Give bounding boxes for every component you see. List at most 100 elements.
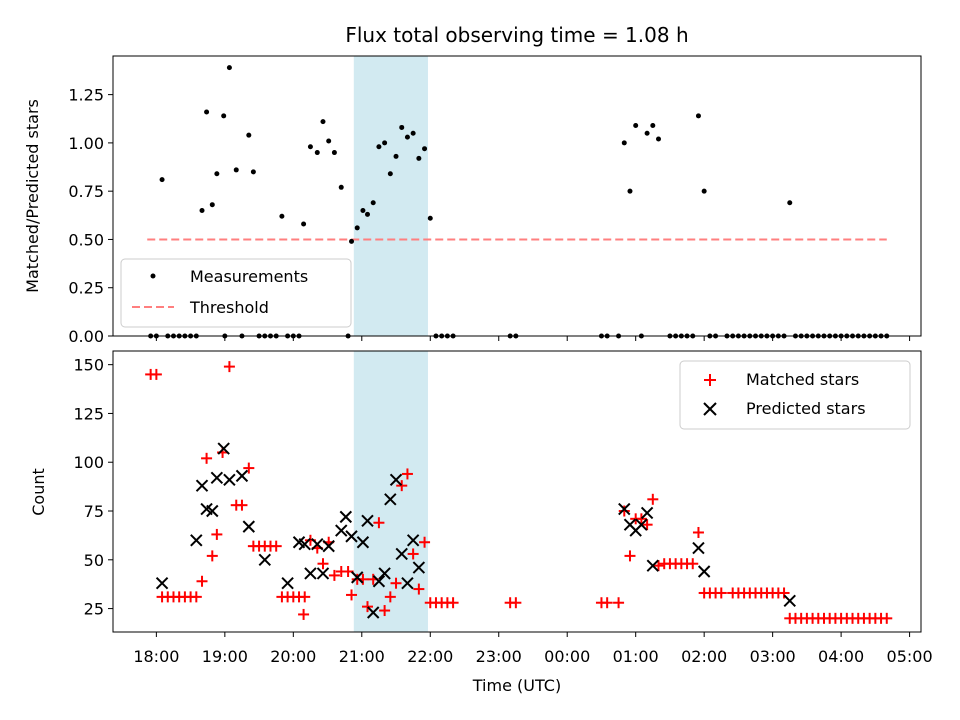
- predicted-star-point: [412, 561, 426, 574]
- count-y-axis: 25 50 75 100 125 150: [73, 356, 113, 619]
- matched-star-point: [236, 499, 248, 511]
- predicted-star-point: [311, 537, 324, 551]
- measurement-point: [695, 113, 701, 119]
- count-y-axis-title: Count: [29, 468, 48, 516]
- ratio-y-tick-label: 0.00: [68, 327, 104, 346]
- predicted-star-point: [298, 537, 311, 551]
- matched-star-point: [624, 550, 636, 562]
- matched-star-point: [379, 605, 391, 617]
- ratio-y-axis-title: Matched/Predicted stars: [23, 99, 42, 293]
- legend-label-matched-stars: Matched stars: [746, 370, 859, 389]
- matched-star-point: [407, 548, 419, 560]
- predicted-star-point: [692, 541, 705, 555]
- measurement-point: [320, 119, 326, 125]
- predicted-star-point: [406, 534, 420, 547]
- measurement-point: [279, 213, 285, 219]
- matched-star-point: [361, 601, 373, 613]
- matched-star-point: [692, 526, 704, 538]
- matched-star-point: [270, 540, 282, 552]
- legend-label-predicted-stars: Predicted stars: [746, 399, 866, 418]
- matched-star-point: [373, 517, 385, 529]
- ratio-legend-box: [120, 258, 352, 328]
- x-tick-label: 22:00: [407, 647, 453, 666]
- predicted-star-point: [640, 506, 654, 520]
- x-tick-label: 04:00: [818, 647, 864, 666]
- count-panel: 25 50 75 100 125 150 18:00 19:00 20:00 21:00 22:0…: [29, 350, 933, 695]
- measurement-point: [370, 200, 376, 206]
- matched-star-point: [342, 566, 354, 578]
- measurement-point: [416, 155, 422, 161]
- ratio-y-tick-label: 0.25: [68, 279, 104, 298]
- x-tick-label: 02:00: [681, 647, 727, 666]
- predicted-star-point: [372, 575, 386, 588]
- measurement-point: [633, 123, 639, 129]
- x-tick-label: 19:00: [202, 647, 248, 666]
- matched-star-point: [150, 368, 162, 380]
- x-tick-label: 03:00: [750, 647, 796, 666]
- matched-star-point: [211, 528, 223, 540]
- ratio-y-tick-label: 0.50: [68, 230, 104, 249]
- measurement-point: [376, 144, 382, 150]
- ratio-legend: Measurements Threshold: [120, 258, 352, 328]
- measurement-point: [233, 167, 239, 173]
- legend-marker-matched-stars: [704, 374, 716, 386]
- measurement-point: [364, 211, 370, 217]
- predicted-star-point: [783, 594, 796, 607]
- measurement-point: [214, 171, 220, 177]
- measurement-point: [701, 188, 707, 194]
- measurement-point: [159, 177, 165, 183]
- measurement-point: [404, 134, 410, 140]
- ratio-y-tick-label: 1.00: [68, 134, 104, 153]
- measurement-point: [427, 215, 433, 221]
- matched-star-point: [778, 587, 790, 599]
- measurement-point: [221, 113, 227, 119]
- observing-window-span: [353, 56, 428, 336]
- count-y-tick-label: 125: [73, 404, 104, 423]
- measurement-point: [627, 188, 633, 194]
- measurement-point: [250, 169, 256, 175]
- measurement-point: [360, 207, 366, 213]
- measurement-point: [314, 150, 320, 156]
- matched-star-point: [190, 591, 202, 603]
- matched-star-point: [346, 589, 358, 601]
- x-tick-label: 20:00: [270, 647, 316, 666]
- measurement-point: [301, 221, 307, 227]
- predicted-star-point: [635, 518, 648, 531]
- x-tick-label: 21:00: [339, 647, 385, 666]
- matched-star-point: [413, 583, 425, 595]
- matched-star-point: [601, 597, 613, 609]
- matched-star-point: [510, 597, 522, 609]
- matched-star-point: [419, 536, 431, 548]
- matched-star-point: [401, 468, 413, 480]
- predicted-star-point: [235, 469, 249, 483]
- count-y-tick-label: 150: [73, 356, 104, 375]
- predicted-star-point: [195, 479, 209, 492]
- matched-star-point: [328, 569, 340, 581]
- count-y-tick-label: 50: [84, 551, 104, 570]
- matched-star-point: [196, 575, 208, 587]
- x-tick-label: 01:00: [613, 647, 659, 666]
- count-x-axis: 18:00 19:00 20:00 21:00 22:00 23:00 00:00 01:00…: [133, 632, 933, 666]
- measurement-point: [393, 153, 399, 159]
- predicted-star-point: [356, 536, 370, 549]
- predicted-star-point: [258, 553, 271, 567]
- ratio-panel-frame: [112, 55, 922, 337]
- matched-star-point: [223, 361, 235, 373]
- count-panel-frame: [112, 350, 922, 633]
- measurement-point: [650, 123, 656, 129]
- measurement-point: [644, 130, 650, 136]
- matched-star-point: [653, 560, 665, 572]
- measurement-point: [354, 225, 360, 231]
- measurement-point: [338, 184, 344, 190]
- predicted-star-point: [351, 571, 364, 584]
- predicted-star-point: [242, 520, 256, 533]
- matched-star-point: [299, 591, 311, 603]
- measurement-point: [621, 140, 627, 146]
- matched-star-point: [687, 558, 699, 570]
- matched-star-point: [618, 505, 630, 517]
- ratio-y-axis: 0.00 0.25 0.50 0.75 1.00 1.25: [68, 86, 113, 346]
- predicted-star-point: [366, 606, 380, 619]
- measurement-point: [387, 171, 393, 177]
- measurement-point: [422, 146, 428, 152]
- x-tick-label: 23:00: [476, 647, 522, 666]
